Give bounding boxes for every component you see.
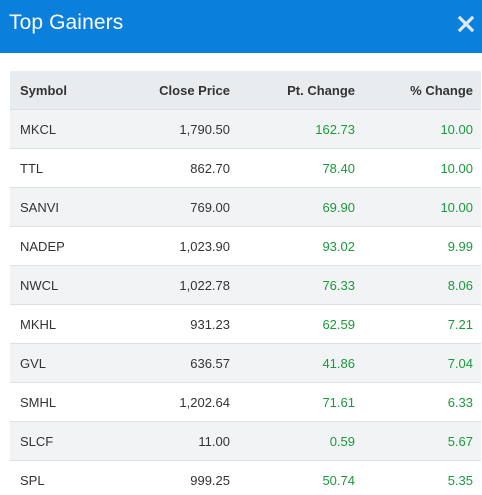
pt-change-cell: 62.59 — [230, 304, 355, 344]
pt-change-cell: 78.40 — [230, 148, 355, 188]
pct-change-cell: 10.00 — [355, 187, 481, 227]
column-header-pt-change[interactable]: Pt. Change — [230, 71, 355, 110]
column-header-pct-change[interactable]: % Change — [355, 71, 481, 110]
close-price-cell: 11.00 — [130, 421, 230, 461]
close-price-cell: 1,790.50 — [130, 109, 230, 149]
pct-change-cell: 10.00 — [355, 109, 481, 149]
close-price-cell: 1,022.78 — [130, 265, 230, 305]
pt-change-cell: 93.02 — [230, 226, 355, 266]
pct-change-cell: 5.35 — [355, 460, 481, 495]
table-row[interactable]: NWCL 1,022.78 76.33 8.06 — [10, 265, 481, 305]
pct-change-cell: 9.99 — [355, 226, 481, 266]
table-row[interactable]: MKHL 931.23 62.59 7.21 — [10, 304, 481, 344]
close-price-cell: 1,023.90 — [130, 226, 230, 266]
close-price-cell: 862.70 — [130, 148, 230, 188]
table-row[interactable]: MKCL 1,790.50 162.73 10.00 — [10, 109, 481, 149]
gainers-table-wrapper: Symbol Close Price Pt. Change % Change M… — [10, 71, 481, 495]
symbol-cell[interactable]: NWCL — [10, 265, 130, 305]
close-price-cell: 999.25 — [130, 460, 230, 495]
symbol-cell[interactable]: TTL — [10, 148, 130, 188]
pct-change-cell: 7.04 — [355, 343, 481, 383]
modal-header: Top Gainers — [0, 0, 482, 53]
pt-change-cell: 0.59 — [230, 421, 355, 461]
table-row[interactable]: SANVI 769.00 69.90 10.00 — [10, 187, 481, 227]
symbol-cell[interactable]: GVL — [10, 343, 130, 383]
close-icon — [457, 15, 475, 33]
table-row[interactable]: GVL 636.57 41.86 7.04 — [10, 343, 481, 383]
table-row[interactable]: TTL 862.70 78.40 10.00 — [10, 148, 481, 188]
table-row[interactable]: NADEP 1,023.90 93.02 9.99 — [10, 226, 481, 266]
column-header-symbol[interactable]: Symbol — [10, 71, 130, 110]
symbol-cell[interactable]: MKCL — [10, 109, 130, 149]
close-price-cell: 636.57 — [130, 343, 230, 383]
symbol-cell[interactable]: MKHL — [10, 304, 130, 344]
pct-change-cell: 10.00 — [355, 148, 481, 188]
close-price-cell: 1,202.64 — [130, 382, 230, 422]
symbol-cell[interactable]: NADEP — [10, 226, 130, 266]
symbol-cell[interactable]: SPL — [10, 460, 130, 495]
pct-change-cell: 5.67 — [355, 421, 481, 461]
pct-change-cell: 6.33 — [355, 382, 481, 422]
pt-change-cell: 76.33 — [230, 265, 355, 305]
close-button[interactable] — [457, 12, 475, 34]
modal-title: Top Gainers — [9, 11, 124, 34]
pt-change-cell: 162.73 — [230, 109, 355, 149]
pt-change-cell: 41.86 — [230, 343, 355, 383]
close-price-cell: 769.00 — [130, 187, 230, 227]
table-body: MKCL 1,790.50 162.73 10.00 TTL 862.70 78… — [10, 109, 481, 495]
column-header-close-price[interactable]: Close Price — [130, 71, 230, 110]
table-row[interactable]: SPL 999.25 50.74 5.35 — [10, 460, 481, 495]
pct-change-cell: 8.06 — [355, 265, 481, 305]
pct-change-cell: 7.21 — [355, 304, 481, 344]
pt-change-cell: 69.90 — [230, 187, 355, 227]
symbol-cell[interactable]: SMHL — [10, 382, 130, 422]
table-row[interactable]: SLCF 11.00 0.59 5.67 — [10, 421, 481, 461]
table-row[interactable]: SMHL 1,202.64 71.61 6.33 — [10, 382, 481, 422]
symbol-cell[interactable]: SANVI — [10, 187, 130, 227]
close-price-cell: 931.23 — [130, 304, 230, 344]
symbol-cell[interactable]: SLCF — [10, 421, 130, 461]
pt-change-cell: 50.74 — [230, 460, 355, 495]
table-header-row: Symbol Close Price Pt. Change % Change — [10, 71, 481, 110]
pt-change-cell: 71.61 — [230, 382, 355, 422]
gainers-table: Symbol Close Price Pt. Change % Change M… — [10, 71, 481, 495]
